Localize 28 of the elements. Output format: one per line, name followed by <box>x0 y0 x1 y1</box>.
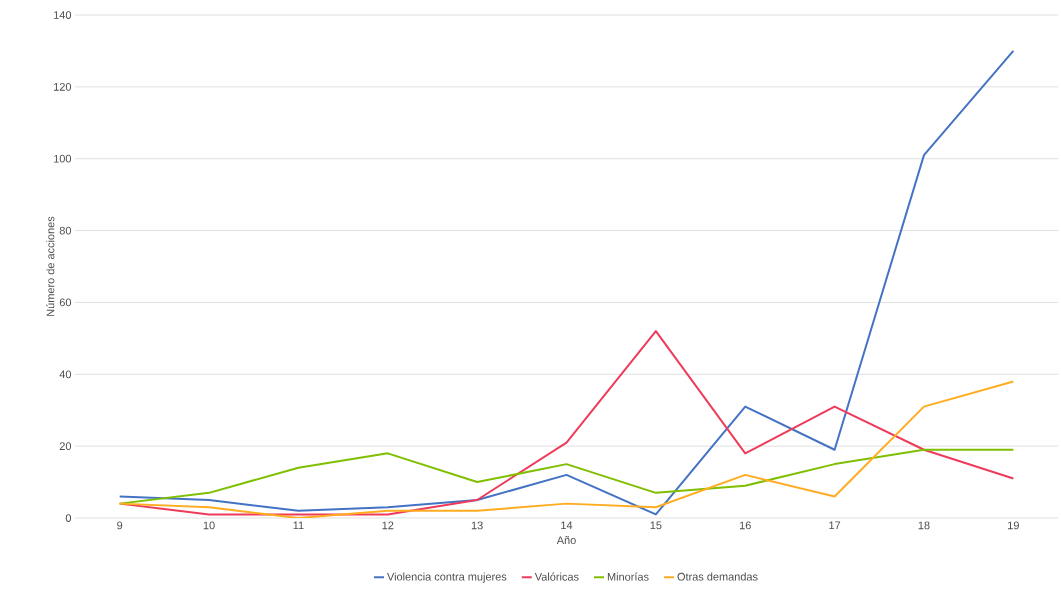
legend-label: Otras demandas <box>677 572 758 581</box>
y-tick-label: 140 <box>54 11 72 19</box>
x-tick-label: 19 <box>1008 521 1019 530</box>
y-tick-label: 60 <box>59 298 72 307</box>
x-tick-label: 13 <box>471 521 483 530</box>
y-tick-label: 0 <box>65 514 72 522</box>
x-tick-label: 11 <box>293 521 304 530</box>
x-tick-label: 9 <box>117 521 123 530</box>
x-axis-title: Año <box>556 536 576 545</box>
x-tick-label: 17 <box>829 521 841 530</box>
y-tick-label: 120 <box>54 82 72 91</box>
y-tick-label: 100 <box>54 154 72 163</box>
x-tick-label: 16 <box>739 521 751 530</box>
legend-label: Valóricas <box>534 572 579 581</box>
y-tick-label: 20 <box>59 442 72 451</box>
line-series <box>118 380 1015 518</box>
x-tick-label: 15 <box>650 521 662 530</box>
x-tick-label: 18 <box>918 521 930 530</box>
line-series <box>118 448 1015 505</box>
line-series <box>118 49 1015 516</box>
y-tick-label: 80 <box>59 226 72 235</box>
x-tick-label: 10 <box>203 521 215 530</box>
y-axis-title: Número de acciones <box>46 216 55 316</box>
y-tick-label: 40 <box>59 370 72 379</box>
legend-label: Violencia contra mujeres <box>387 572 507 583</box>
x-tick-label: 12 <box>382 521 394 530</box>
legend-label: Minorías <box>607 572 649 581</box>
x-tick-label: 14 <box>561 521 573 530</box>
